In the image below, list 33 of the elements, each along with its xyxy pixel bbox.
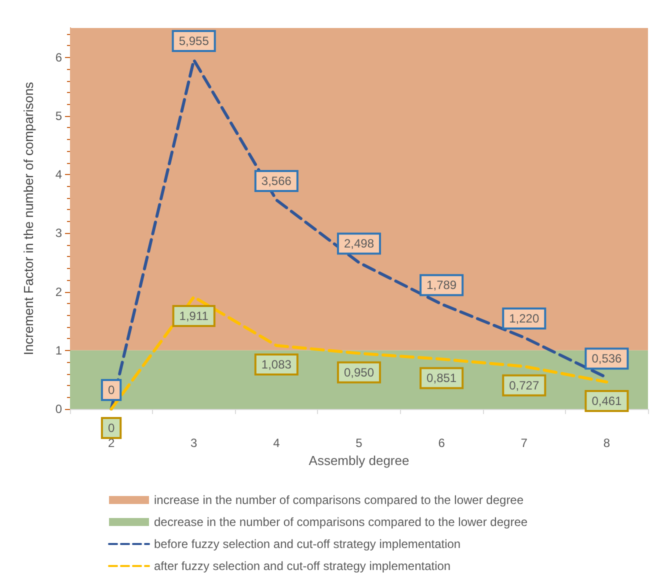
data-label: 1,789	[426, 278, 457, 292]
legend-label: decrease in the number of comparisons compared to the lower degree	[154, 515, 528, 529]
y-tick-label: 3	[55, 226, 62, 240]
data-label: 1,911	[179, 308, 209, 323]
y-axis-title: Increment Factor in the number of comparisons	[21, 81, 36, 356]
legend-label: increase in the number of comparisons compared to the lower degree	[154, 493, 524, 507]
data-label: 1,220	[509, 311, 540, 326]
data-label: 2,498	[344, 236, 374, 251]
legend-label: after fuzzy selection and cut-off strategy implementation	[154, 559, 451, 573]
y-tick-label: 0	[55, 402, 62, 416]
data-label: 0,727	[509, 378, 540, 392]
legend-label: before fuzzy selection and cut-off strategy implementation	[154, 537, 461, 551]
data-label: 3,566	[261, 174, 292, 188]
x-axis-title: Assembly degree	[308, 452, 410, 468]
x-tick-label: 4	[273, 436, 280, 450]
data-label: 1,083	[261, 358, 292, 372]
data-label: 0,851	[426, 371, 457, 386]
x-tick-label: 5	[356, 436, 363, 450]
x-tick-label: 7	[520, 436, 528, 450]
data-label: 0	[108, 421, 115, 435]
data-label: 0	[108, 383, 115, 397]
y-tick-label: 6	[55, 50, 62, 64]
data-label: 0,461	[592, 394, 622, 408]
data-label: 0,536	[592, 352, 622, 366]
data-label: 5,955	[178, 34, 210, 48]
y-tick-label: 4	[55, 168, 62, 182]
y-tick-label: 5	[55, 108, 62, 123]
data-label: 0,950	[344, 365, 374, 380]
x-tick-label: 3	[190, 436, 198, 450]
y-tick-label: 1	[55, 343, 62, 358]
x-tick-label: 6	[438, 436, 446, 450]
x-tick-label: 8	[603, 436, 610, 450]
y-tick-label: 2	[55, 284, 62, 299]
